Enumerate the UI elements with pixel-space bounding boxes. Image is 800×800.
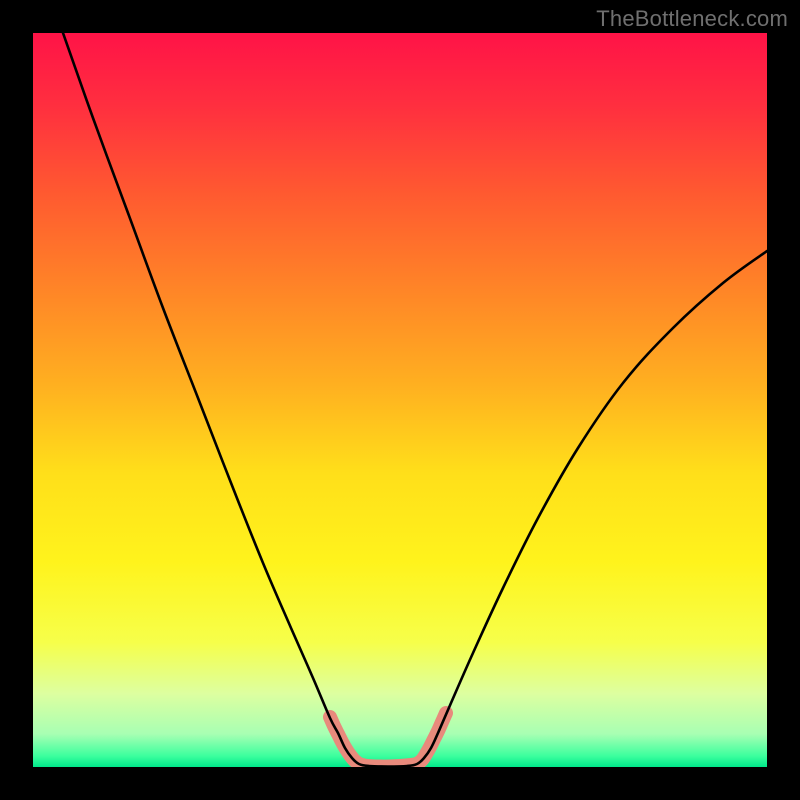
highlight-segment-2 xyxy=(417,713,446,764)
bottleneck-curve xyxy=(63,33,767,767)
chart-svg xyxy=(33,33,767,767)
plot-area xyxy=(33,33,767,767)
watermark-text: TheBottleneck.com xyxy=(596,6,788,32)
